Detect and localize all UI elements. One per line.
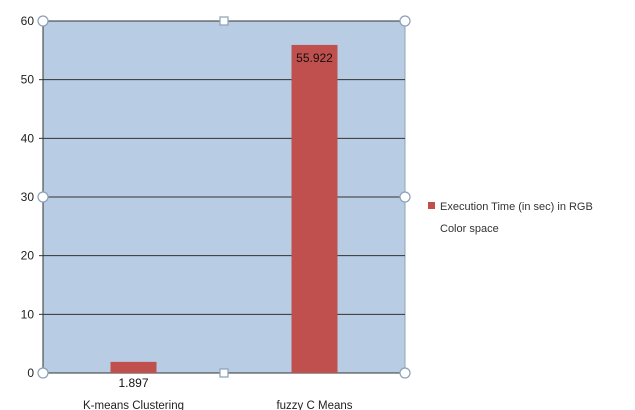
y-tick-label-10: 10 [21,307,35,321]
legend-label-line-1: Execution Time (in sec) in RGB [440,201,593,213]
y-tick-label-0: 0 [27,366,34,380]
bars [110,44,338,374]
y-tick-label-30: 30 [21,190,35,204]
y-tick-label-60: 60 [21,14,35,28]
data-label-1: 1.897 [118,376,148,390]
resize-handle-7 [399,367,411,379]
y-tick-label-50: 50 [21,73,35,87]
resize-handle-1 [219,16,229,26]
y-tick-label-20: 20 [21,249,35,263]
bar-1 [110,361,157,373]
x-category-label-2: fuzzy C Means [276,400,352,410]
resize-handle-2 [399,15,411,27]
legend-swatch [428,202,435,209]
resize-handle-5 [37,367,49,379]
resize-handle-6 [219,368,229,378]
legend: Execution Time (in sec) in RGB Color spa… [428,201,593,235]
bar-2 [291,44,338,374]
resize-handle-3 [37,191,49,203]
resize-handle-0 [37,15,49,27]
x-category-label-1: K-means Clustering [83,400,184,410]
x-axis-labels: K-means Clustering fuzzy C Means [83,400,353,410]
y-axis-ticks: 0 10 20 30 40 50 60 [21,14,44,380]
legend-label-line-2: Color space [440,223,499,235]
data-labels: 1.897 55.922 [118,51,333,390]
resize-handle-4 [399,191,411,203]
y-tick-label-40: 40 [21,131,35,145]
data-label-2: 55.922 [296,51,333,65]
grid-lines [43,20,405,374]
selection-handles [37,15,411,379]
